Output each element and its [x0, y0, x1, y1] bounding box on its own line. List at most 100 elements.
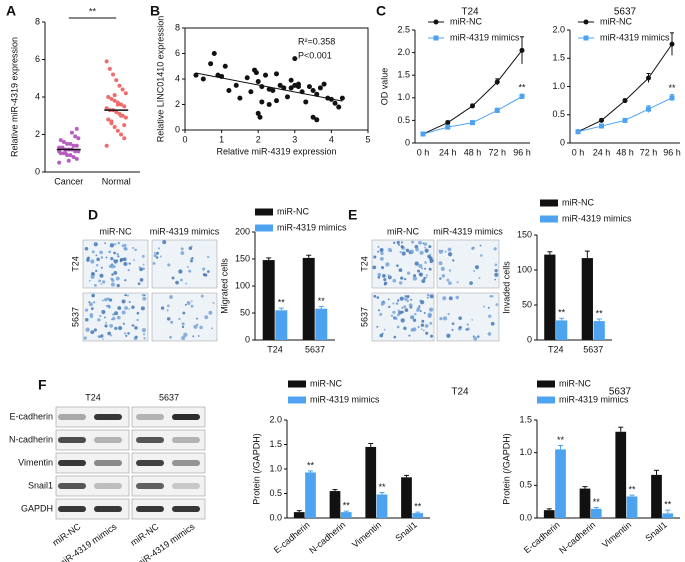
x-tick-label: Snail1 — [643, 520, 669, 544]
cell — [393, 241, 396, 244]
data-point — [519, 93, 525, 99]
cell — [90, 274, 95, 279]
blot-band — [136, 506, 164, 512]
data-point — [494, 79, 500, 85]
cell — [396, 325, 400, 329]
bar — [590, 508, 602, 518]
data-point — [76, 149, 81, 154]
cell — [86, 256, 90, 260]
y-tick-label: 1.5 — [552, 53, 565, 63]
y-tick-label: 1.0 — [397, 92, 410, 102]
data-point — [106, 95, 111, 99]
cell — [99, 273, 104, 278]
cell — [180, 278, 183, 282]
cell — [180, 247, 184, 251]
y-tick-label: 8 — [175, 22, 180, 32]
cell — [418, 305, 421, 308]
cell — [116, 252, 120, 256]
blot-band — [172, 483, 200, 489]
cell — [207, 256, 210, 259]
y-tick-label: 2.0 — [552, 24, 565, 34]
bar — [412, 513, 424, 518]
cell — [184, 303, 187, 306]
x-tick-label: N-cadherin — [557, 520, 597, 556]
micrograph — [82, 239, 149, 289]
x-tick-label: 72 h — [488, 147, 506, 157]
cell — [107, 305, 111, 309]
cell — [136, 318, 139, 322]
bar — [544, 254, 556, 340]
cell — [166, 304, 170, 308]
legend-label: miR-NC — [559, 378, 591, 388]
micrograph — [436, 239, 500, 289]
data-point — [109, 96, 114, 101]
cell — [142, 267, 145, 271]
cell — [105, 321, 107, 324]
blot-band — [94, 460, 122, 466]
data-point — [61, 140, 66, 144]
cell — [382, 274, 386, 278]
cell — [479, 244, 482, 247]
cell — [487, 332, 492, 336]
protein-label: GAPDH — [21, 503, 53, 513]
blot-band — [172, 460, 200, 466]
cell — [98, 279, 102, 283]
cell — [191, 257, 194, 260]
data-point — [295, 84, 301, 90]
cell — [124, 279, 127, 282]
y-tick-label: 2.5 — [397, 24, 410, 34]
y-tick-label: 0.5 — [552, 109, 565, 119]
data-point — [58, 138, 63, 143]
bar — [275, 310, 288, 340]
cell-line-label: T24 — [85, 392, 101, 402]
blot-frame — [131, 475, 206, 497]
cell — [490, 321, 495, 326]
cell — [374, 255, 377, 258]
significance-label: ** — [664, 500, 672, 510]
cell — [115, 276, 120, 281]
data-point — [114, 78, 119, 83]
data-point — [257, 114, 263, 120]
cell — [448, 269, 452, 272]
cell — [489, 295, 492, 298]
cell — [442, 296, 447, 301]
cell — [471, 247, 475, 251]
y-tick-label: 4 — [35, 91, 40, 101]
data-point — [104, 106, 109, 111]
data-point — [76, 136, 81, 141]
cell — [88, 279, 91, 282]
x-tick-label: 5 — [365, 134, 370, 144]
bar — [593, 321, 605, 340]
data-point — [259, 84, 265, 90]
cell — [387, 298, 390, 301]
data-point — [119, 102, 124, 107]
cell — [170, 320, 174, 324]
cell — [373, 294, 377, 298]
cell — [128, 301, 131, 304]
blot-frame — [55, 498, 130, 520]
data-point — [284, 94, 290, 100]
y-tick-label: 1.5 — [269, 439, 282, 449]
cell — [107, 331, 112, 336]
cell — [96, 257, 100, 262]
data-point — [193, 72, 199, 78]
cell — [424, 261, 427, 264]
cell — [403, 277, 407, 281]
protein-label: N-cadherin — [9, 434, 53, 444]
cell — [404, 295, 407, 298]
significance-label: ** — [596, 308, 604, 318]
protein-label: E-cadherin — [9, 411, 53, 421]
legend-marker — [433, 35, 439, 41]
x-tick-label: E-cadherin — [522, 520, 562, 556]
y-tick-label: 100 — [235, 280, 250, 290]
cell — [108, 250, 112, 254]
blot-frame — [55, 429, 130, 451]
legend-swatch — [255, 224, 273, 232]
cell — [380, 251, 384, 256]
cell — [83, 336, 87, 340]
blot-frame — [55, 475, 130, 497]
data-point — [68, 141, 73, 146]
cell — [424, 267, 427, 270]
data-point — [445, 120, 451, 126]
cell — [166, 317, 171, 321]
